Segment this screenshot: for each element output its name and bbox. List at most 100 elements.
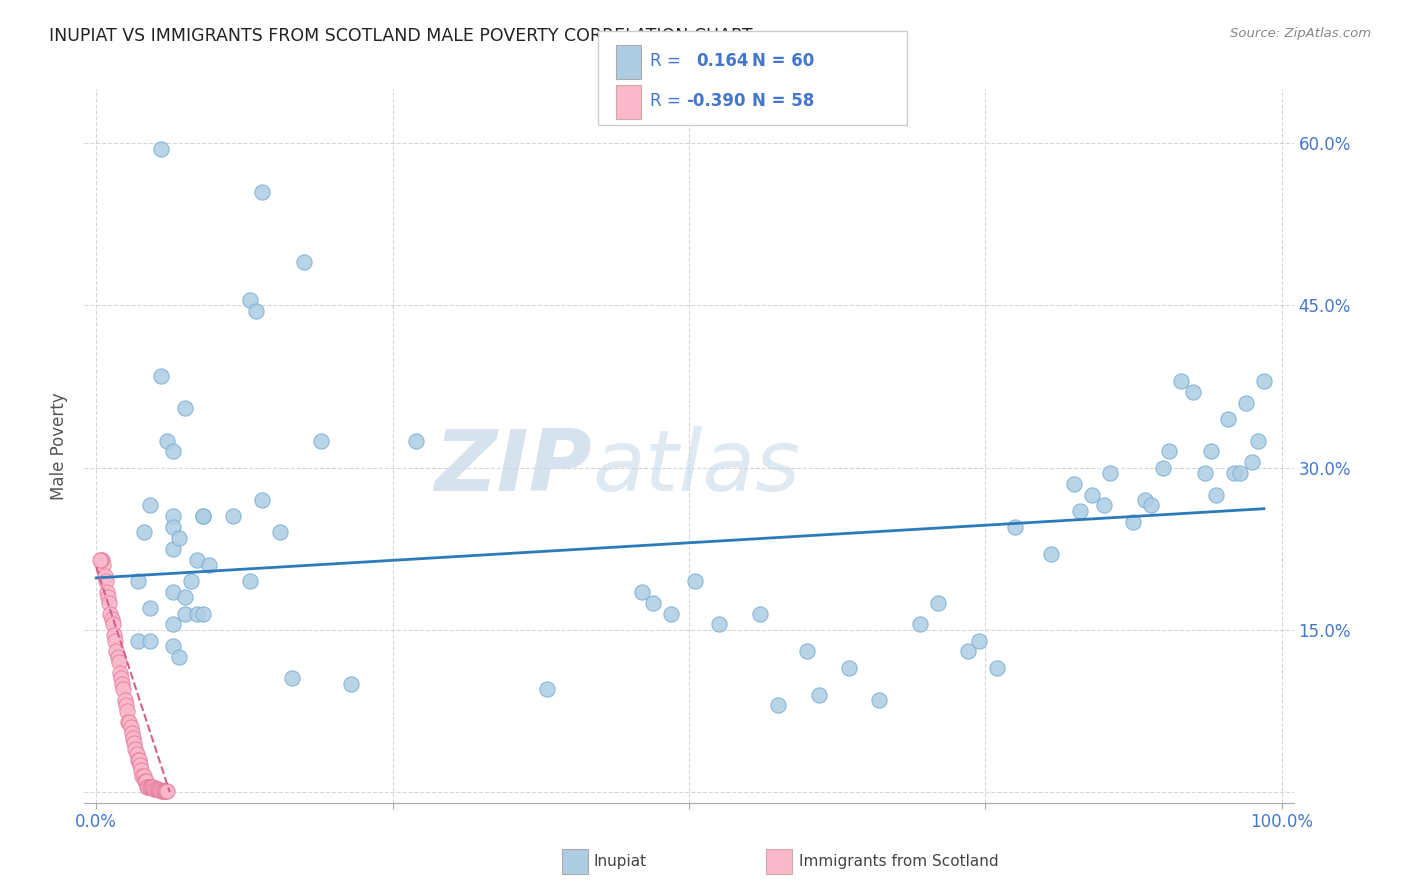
Point [118, 714, 141, 729]
Point [269, 525, 291, 540]
Point [927, 596, 949, 610]
Point [128, 753, 150, 767]
Point [311, 434, 333, 448]
Point [1205, 488, 1227, 502]
Point [115, 704, 138, 718]
Point [239, 293, 262, 307]
Point [141, 780, 163, 794]
Text: R =: R = [650, 92, 681, 110]
Point [104, 633, 127, 648]
Point [124, 741, 146, 756]
Point [129, 758, 152, 772]
Point [180, 574, 202, 589]
Point [162, 617, 184, 632]
Point [153, 784, 176, 798]
Point [956, 644, 979, 658]
Point [138, 780, 160, 794]
Y-axis label: Male Poverty: Male Poverty [51, 392, 69, 500]
Point [167, 649, 190, 664]
Point [134, 774, 156, 789]
Point [1069, 504, 1091, 518]
Point [1152, 460, 1174, 475]
Text: ZIP: ZIP [434, 425, 592, 509]
Point [969, 633, 991, 648]
Point [150, 784, 173, 798]
Point [115, 698, 138, 713]
Point [145, 781, 167, 796]
Point [659, 607, 682, 621]
Point [1247, 434, 1270, 448]
Point [129, 764, 152, 778]
Point [89, 552, 111, 566]
Point [1223, 466, 1246, 480]
Point [121, 725, 143, 739]
Point [101, 617, 124, 632]
Point [1122, 515, 1144, 529]
Point [186, 552, 208, 566]
Point [838, 660, 860, 674]
Point [1234, 396, 1257, 410]
Point [239, 574, 262, 589]
Point [127, 574, 149, 589]
Point [1181, 384, 1204, 399]
Point [1218, 412, 1240, 426]
Point [94, 574, 117, 589]
Point [91, 558, 114, 572]
Point [117, 714, 139, 729]
Point [100, 607, 122, 621]
Point [127, 633, 149, 648]
Point [1170, 374, 1192, 388]
Point [986, 660, 1008, 674]
Point [808, 688, 831, 702]
Text: INUPIAT VS IMMIGRANTS FROM SCOTLAND MALE POVERTY CORRELATION CHART: INUPIAT VS IMMIGRANTS FROM SCOTLAND MALE… [49, 27, 752, 45]
Text: N = 58: N = 58 [752, 92, 814, 110]
Point [90, 552, 112, 566]
Text: 0.164: 0.164 [696, 52, 748, 70]
Point [111, 677, 134, 691]
Point [150, 368, 173, 383]
Point [107, 649, 129, 664]
Point [1240, 455, 1263, 469]
Point [162, 639, 184, 653]
Point [132, 769, 155, 783]
Point [136, 780, 159, 794]
Point [131, 769, 153, 783]
Point [107, 655, 129, 669]
Point [91, 552, 114, 566]
Point [142, 780, 165, 794]
Text: R =: R = [650, 52, 681, 70]
Point [112, 682, 135, 697]
Point [138, 499, 160, 513]
Text: N = 60: N = 60 [752, 52, 814, 70]
Point [120, 720, 142, 734]
Point [191, 509, 214, 524]
Point [156, 434, 179, 448]
Point [796, 644, 818, 658]
Text: Source: ZipAtlas.com: Source: ZipAtlas.com [1230, 27, 1371, 40]
Point [191, 607, 214, 621]
Point [155, 784, 177, 798]
Point [105, 644, 128, 658]
Point [405, 434, 427, 448]
Point [162, 520, 184, 534]
Point [707, 617, 730, 632]
Point [100, 612, 122, 626]
Point [340, 677, 363, 691]
Text: Immigrants from Scotland: Immigrants from Scotland [799, 855, 998, 869]
Point [146, 781, 169, 796]
Point [749, 607, 772, 621]
Point [139, 780, 162, 794]
Point [1229, 466, 1251, 480]
Point [114, 693, 136, 707]
Point [132, 525, 155, 540]
Point [191, 509, 214, 524]
Point [1194, 466, 1216, 480]
Point [174, 401, 197, 416]
Point [167, 531, 190, 545]
Text: Inupiat: Inupiat [593, 855, 647, 869]
Point [292, 255, 315, 269]
Point [97, 591, 120, 605]
Point [127, 753, 149, 767]
Point [152, 784, 174, 798]
Point [138, 601, 160, 615]
